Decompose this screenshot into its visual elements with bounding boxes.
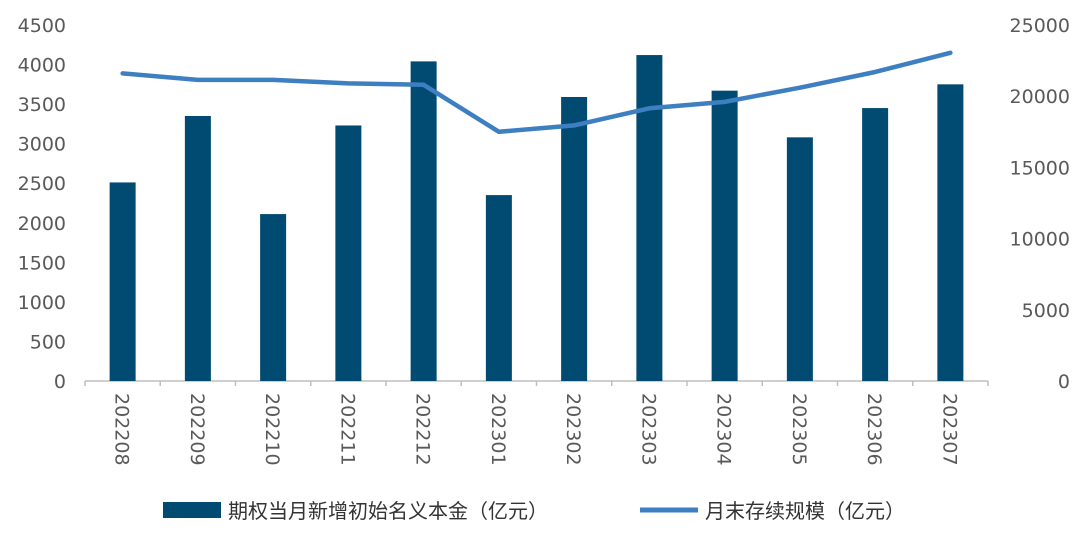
left-tick-label: 4000: [18, 55, 66, 77]
legend: 期权当月新增初始名义本金（亿元） 月末存续规模（亿元）: [163, 499, 905, 523]
right-tick-label: 15000: [1010, 157, 1070, 179]
right-tick-label: 25000: [1010, 15, 1070, 37]
bar: [786, 137, 813, 381]
x-tick-label: 202304: [713, 393, 735, 466]
left-tick-label: 3000: [18, 134, 66, 156]
right-tick-label: 5000: [1022, 300, 1070, 322]
right-tick-label: 20000: [1010, 86, 1070, 108]
left-tick-label: 0: [54, 371, 66, 393]
bar-series: [109, 55, 964, 382]
bar: [862, 108, 889, 382]
legend-bar-swatch: [163, 502, 221, 518]
bar: [335, 125, 362, 382]
x-tick-label: 202210: [261, 393, 283, 466]
right-tick-label: 0: [1058, 371, 1070, 393]
bar: [260, 214, 287, 381]
x-tick-label: 202209: [186, 393, 208, 466]
bar: [184, 115, 211, 381]
x-tick-label: 202305: [788, 393, 810, 466]
left-tick-label: 1000: [18, 292, 66, 314]
line-path: [120, 50, 953, 135]
x-tick-label: 202208: [111, 393, 133, 466]
left-tick-label: 4500: [18, 15, 66, 37]
bar: [109, 182, 136, 381]
bar: [561, 96, 588, 381]
bar: [937, 84, 964, 381]
right-axis: 0 5000 10000 15000 20000 25000: [1010, 15, 1070, 393]
left-tick-label: 1500: [18, 252, 66, 274]
left-tick-label: 3500: [18, 94, 66, 116]
x-tick-label: 202212: [412, 393, 434, 466]
x-axis: 202208 202209 202210 202211 202212 202301 2023…: [84, 381, 989, 466]
x-tick-label: 202307: [938, 393, 960, 466]
x-tick-label: 202306: [863, 393, 885, 466]
x-tick-label: 202302: [562, 393, 584, 466]
line-series: [120, 50, 953, 135]
right-tick-label: 10000: [1010, 229, 1070, 251]
bar: [711, 90, 738, 381]
left-axis: 0 500 1000 1500 2000 2500 3000 3500 4000 4500: [18, 15, 66, 393]
left-tick-label: 2500: [18, 173, 66, 195]
left-tick-label: 2000: [18, 213, 66, 235]
x-tick-label: 202303: [637, 393, 659, 466]
legend-line-label: 月末存续规模（亿元）: [705, 499, 905, 523]
bar: [485, 195, 512, 381]
bar: [636, 55, 663, 381]
legend-bar-label: 期权当月新增初始名义本金（亿元）: [228, 499, 548, 523]
left-tick-label: 500: [30, 331, 66, 353]
x-tick-label: 202211: [336, 393, 358, 466]
x-tick-label: 202301: [487, 393, 509, 466]
bar: [410, 61, 437, 381]
